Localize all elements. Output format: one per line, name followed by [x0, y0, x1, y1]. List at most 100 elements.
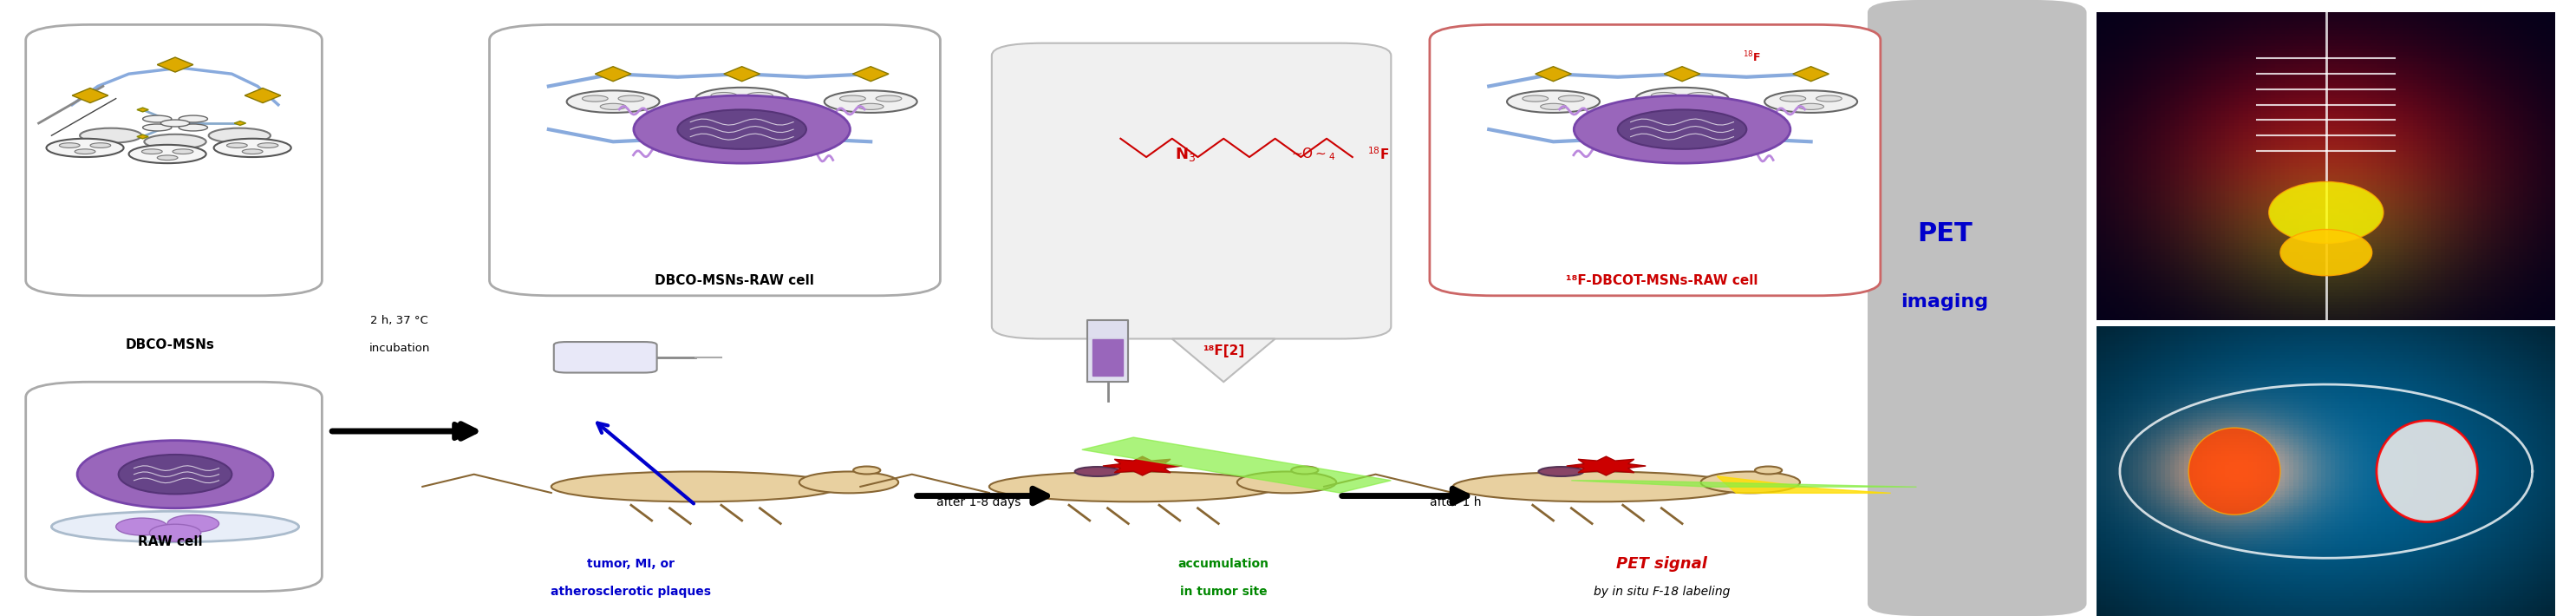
- Ellipse shape: [1074, 467, 1121, 476]
- FancyBboxPatch shape: [1430, 25, 1880, 296]
- Circle shape: [696, 87, 788, 110]
- Text: atherosclerotic plaques: atherosclerotic plaques: [551, 585, 711, 598]
- Circle shape: [80, 128, 142, 143]
- Circle shape: [729, 100, 755, 107]
- Polygon shape: [1793, 67, 1829, 81]
- Text: RAW cell: RAW cell: [137, 535, 204, 549]
- Polygon shape: [1087, 320, 1128, 382]
- Ellipse shape: [1538, 467, 1584, 476]
- Polygon shape: [595, 67, 631, 81]
- Ellipse shape: [1574, 95, 1790, 163]
- Polygon shape: [724, 67, 760, 81]
- Circle shape: [59, 143, 80, 148]
- Ellipse shape: [149, 524, 201, 541]
- Circle shape: [840, 95, 866, 102]
- Circle shape: [1540, 103, 1566, 110]
- Ellipse shape: [52, 511, 299, 542]
- Circle shape: [824, 91, 917, 113]
- Circle shape: [1507, 91, 1600, 113]
- Ellipse shape: [1618, 110, 1747, 149]
- Polygon shape: [1571, 480, 1917, 487]
- FancyBboxPatch shape: [992, 43, 1391, 339]
- Circle shape: [600, 103, 626, 110]
- Polygon shape: [853, 67, 889, 81]
- Circle shape: [1765, 91, 1857, 113]
- Text: by in situ F-18 labeling: by in situ F-18 labeling: [1595, 585, 1728, 598]
- Text: in tumor site: in tumor site: [1180, 585, 1267, 598]
- Circle shape: [142, 115, 173, 123]
- Text: ~O$\sim$$_4$: ~O$\sim$$_4$: [1291, 146, 1337, 162]
- Circle shape: [258, 143, 278, 148]
- Circle shape: [858, 103, 884, 110]
- Text: DBCO-MSNs: DBCO-MSNs: [126, 338, 214, 352]
- Ellipse shape: [853, 466, 881, 474]
- Polygon shape: [1535, 67, 1571, 81]
- Circle shape: [173, 149, 193, 154]
- Circle shape: [160, 120, 191, 127]
- Ellipse shape: [1236, 472, 1337, 493]
- Circle shape: [227, 143, 247, 148]
- Text: incubation: incubation: [368, 342, 430, 354]
- Text: ¹⁸F-DBCOT-MSNs-RAW cell: ¹⁸F-DBCOT-MSNs-RAW cell: [1566, 274, 1757, 287]
- Circle shape: [75, 149, 95, 154]
- Ellipse shape: [989, 472, 1278, 501]
- Circle shape: [1780, 95, 1806, 102]
- Text: $^{18}$F: $^{18}$F: [1368, 146, 1388, 162]
- Circle shape: [1636, 87, 1728, 110]
- Polygon shape: [157, 57, 193, 72]
- Circle shape: [1522, 95, 1548, 102]
- Ellipse shape: [1754, 466, 1783, 474]
- Ellipse shape: [1291, 466, 1319, 474]
- Circle shape: [90, 143, 111, 148]
- Polygon shape: [1082, 437, 1391, 493]
- Text: 2 h, 37 °C: 2 h, 37 °C: [371, 315, 428, 326]
- Circle shape: [144, 134, 206, 149]
- Polygon shape: [1664, 67, 1700, 81]
- Text: ¹⁸F[2]: ¹⁸F[2]: [1203, 344, 1244, 358]
- Polygon shape: [1103, 456, 1182, 476]
- FancyBboxPatch shape: [489, 25, 940, 296]
- Ellipse shape: [2269, 182, 2383, 243]
- Circle shape: [1669, 100, 1695, 107]
- Text: PET: PET: [1917, 222, 1973, 246]
- Text: N$_3$: N$_3$: [1175, 145, 1195, 163]
- Circle shape: [582, 95, 608, 102]
- Circle shape: [567, 91, 659, 113]
- Text: DBCO-MSNs-RAW cell: DBCO-MSNs-RAW cell: [654, 274, 814, 287]
- Polygon shape: [1092, 339, 1123, 376]
- Circle shape: [876, 95, 902, 102]
- FancyBboxPatch shape: [1868, 0, 2087, 616]
- Ellipse shape: [118, 455, 232, 494]
- Polygon shape: [1716, 476, 1891, 493]
- FancyBboxPatch shape: [554, 342, 657, 373]
- Text: accumulation: accumulation: [1177, 557, 1270, 570]
- Circle shape: [747, 92, 773, 99]
- Circle shape: [711, 92, 737, 99]
- Ellipse shape: [1700, 472, 1801, 493]
- Polygon shape: [245, 88, 281, 103]
- Text: after 1-8 days: after 1-8 days: [938, 496, 1020, 508]
- FancyBboxPatch shape: [26, 382, 322, 591]
- Circle shape: [1816, 95, 1842, 102]
- Ellipse shape: [77, 440, 273, 508]
- Circle shape: [142, 124, 173, 131]
- Circle shape: [129, 145, 206, 163]
- FancyBboxPatch shape: [26, 25, 322, 296]
- Circle shape: [178, 115, 209, 123]
- Polygon shape: [1566, 456, 1646, 476]
- Circle shape: [178, 124, 209, 131]
- Circle shape: [242, 149, 263, 154]
- Circle shape: [209, 128, 270, 143]
- Polygon shape: [1172, 339, 1275, 382]
- Circle shape: [1798, 103, 1824, 110]
- Circle shape: [142, 149, 162, 154]
- Polygon shape: [234, 121, 245, 125]
- Circle shape: [157, 155, 178, 160]
- Ellipse shape: [2190, 428, 2280, 515]
- Text: tumor, MI, or: tumor, MI, or: [587, 557, 675, 570]
- Polygon shape: [137, 134, 149, 139]
- Ellipse shape: [634, 95, 850, 163]
- Ellipse shape: [2280, 230, 2372, 276]
- Circle shape: [1651, 92, 1677, 99]
- Ellipse shape: [551, 472, 840, 501]
